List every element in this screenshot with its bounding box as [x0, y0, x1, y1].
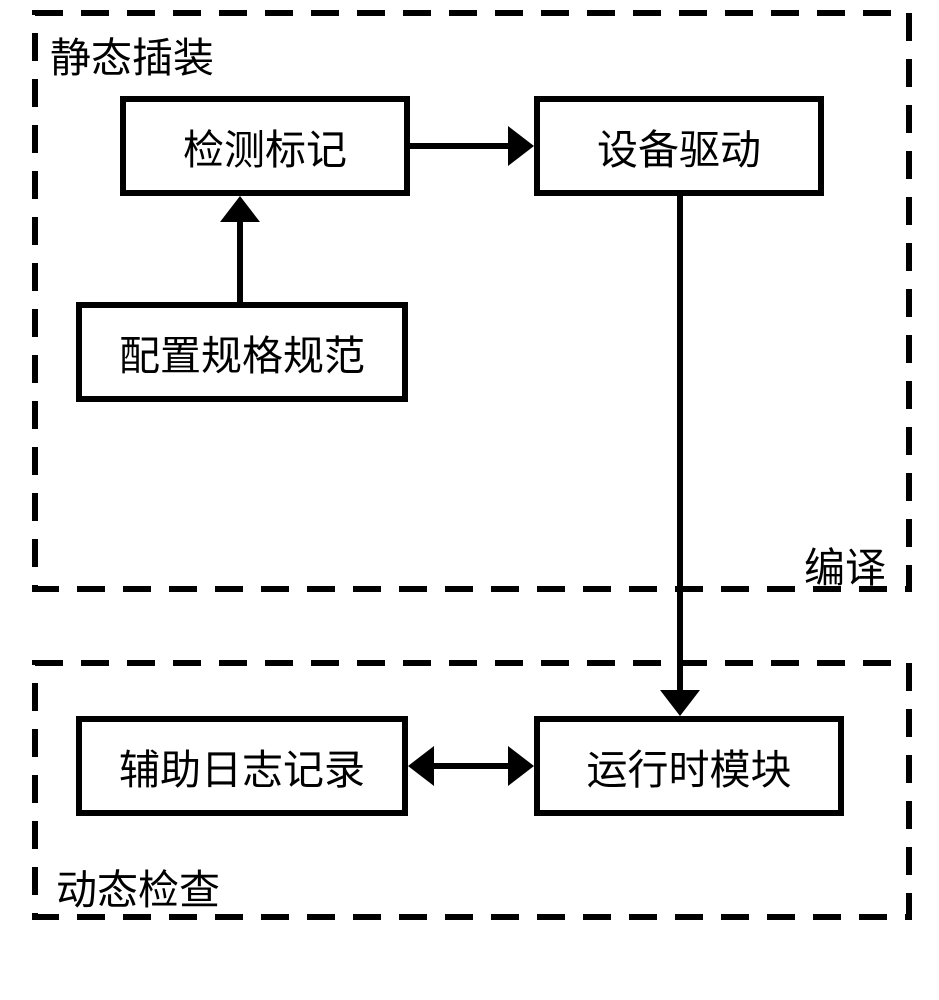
detect-mark-box: 检测标记 — [120, 96, 410, 196]
runtime-module-box: 运行时模块 — [534, 716, 844, 816]
diagram-canvas: 检测标记 设备驱动 配置规格规范 辅助日志记录 运行时模块 静态插装 编译 动态… — [0, 0, 939, 1000]
static-instrumentation-label: 静态插装 — [50, 24, 214, 84]
device-driver-label: 设备驱动 — [597, 116, 761, 176]
runtime-module-label: 运行时模块 — [587, 736, 792, 796]
device-driver-box: 设备驱动 — [534, 96, 824, 196]
aux-log-label: 辅助日志记录 — [119, 736, 365, 796]
detect-mark-label: 检测标记 — [183, 116, 347, 176]
config-spec-box: 配置规格规范 — [76, 302, 408, 402]
dynamic-check-label: 动态检查 — [56, 856, 220, 916]
compile-label: 编译 — [804, 534, 886, 594]
config-spec-label: 配置规格规范 — [119, 322, 365, 382]
aux-log-box: 辅助日志记录 — [76, 716, 408, 816]
